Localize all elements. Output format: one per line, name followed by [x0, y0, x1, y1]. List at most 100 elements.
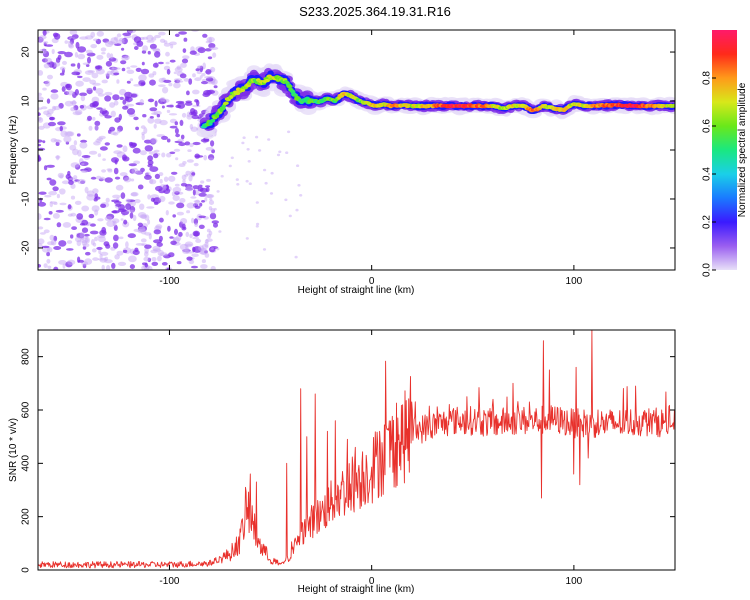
noise-speckle — [74, 200, 82, 205]
noise-speckle — [176, 65, 182, 70]
noise-speckle — [105, 60, 112, 67]
noise-speckle — [69, 30, 78, 35]
noise-speckle — [144, 244, 152, 249]
noise-speckle — [90, 31, 96, 38]
spectrogram-xtick-label: -100 — [159, 276, 179, 287]
noise-speckle — [49, 179, 57, 186]
noise-speckle — [76, 213, 84, 220]
noise-speckle — [93, 101, 99, 107]
ridge-mark — [234, 92, 241, 96]
noise-speckle — [176, 80, 184, 83]
noise-speckle — [38, 107, 43, 110]
noise-speckle — [109, 126, 116, 132]
noise-speckle — [95, 68, 105, 75]
noise-speckle — [133, 160, 141, 165]
noise-speckle — [52, 186, 59, 192]
snr-series-line — [38, 330, 675, 569]
noise-speckle — [95, 65, 101, 70]
noise-speckle — [173, 71, 177, 75]
noise-speckle — [87, 70, 96, 73]
noise-speckle — [121, 47, 125, 51]
noise-speckle — [194, 155, 204, 158]
noise-speckle — [85, 251, 91, 256]
noise-speckle — [38, 70, 44, 76]
noise-speckle — [74, 89, 79, 96]
noise-speckle — [61, 180, 70, 185]
noise-speckle — [41, 245, 50, 249]
noise-speckle — [173, 148, 181, 152]
noise-speckle — [236, 183, 240, 186]
noise-speckle — [201, 73, 206, 77]
noise-speckle — [191, 114, 200, 120]
spectrogram-ytick-label: 10 — [21, 95, 32, 107]
noise-speckle — [142, 45, 149, 52]
noise-speckle — [186, 90, 190, 96]
noise-speckle — [189, 123, 194, 130]
noise-speckle — [180, 134, 185, 140]
noise-speckle — [193, 162, 199, 167]
noise-speckle — [93, 198, 98, 202]
noise-speckle — [169, 151, 176, 155]
noise-speckle — [189, 233, 193, 239]
noise-speckle — [43, 217, 51, 221]
noise-speckle — [169, 236, 174, 239]
noise-speckle — [186, 251, 194, 254]
noise-speckle — [154, 100, 158, 107]
noise-speckle — [76, 133, 81, 137]
noise-speckle — [91, 72, 99, 79]
noise-speckle — [116, 144, 123, 148]
noise-speckle — [174, 33, 180, 37]
noise-speckle — [74, 51, 78, 58]
noise-speckle — [104, 91, 113, 96]
noise-speckle — [38, 243, 43, 248]
noise-speckle — [175, 157, 179, 161]
noise-speckle — [163, 176, 169, 182]
noise-speckle — [38, 117, 44, 123]
noise-speckle — [175, 104, 182, 109]
noise-speckle — [38, 154, 41, 162]
spectrogram-ytick-label: -10 — [21, 191, 32, 206]
noise-speckle — [146, 206, 155, 209]
noise-speckle — [94, 120, 101, 126]
noise-speckle — [48, 121, 56, 127]
noise-speckle — [187, 149, 192, 153]
noise-speckle — [114, 176, 121, 180]
snr-xtick-label: -100 — [159, 576, 179, 587]
noise-speckle — [168, 175, 176, 182]
noise-speckle — [213, 207, 217, 211]
noise-speckle — [204, 241, 209, 248]
noise-speckle — [125, 241, 129, 248]
snr-ytick-label: 200 — [21, 508, 32, 525]
noise-speckle — [270, 171, 274, 175]
noise-speckle — [77, 256, 81, 263]
ridge-mark — [223, 101, 229, 105]
noise-speckle — [165, 210, 169, 216]
noise-speckle — [122, 145, 128, 153]
noise-speckle — [186, 111, 192, 118]
noise-speckle — [178, 31, 188, 35]
colorbar-gradient — [712, 30, 737, 270]
noise-speckle — [126, 66, 131, 70]
noise-speckle — [47, 74, 53, 80]
noise-speckle — [247, 160, 251, 163]
noise-speckle — [62, 263, 66, 269]
noise-speckle — [245, 237, 249, 240]
noise-speckle — [181, 112, 187, 118]
noise-speckle — [47, 265, 52, 269]
noise-speckle — [210, 265, 216, 270]
noise-speckle — [184, 141, 191, 146]
noise-speckle — [38, 125, 45, 130]
noise-speckle — [104, 142, 111, 146]
noise-speckle — [134, 199, 141, 204]
noise-speckle — [71, 71, 81, 76]
noise-speckle — [101, 169, 107, 173]
noise-speckle — [186, 202, 196, 209]
noise-speckle — [117, 261, 127, 266]
noise-speckle — [79, 105, 85, 109]
noise-speckle — [143, 267, 149, 270]
noise-speckle — [176, 211, 184, 216]
spectrogram-xtick-label: 0 — [369, 276, 375, 287]
noise-speckle — [176, 202, 185, 209]
noise-speckle — [179, 119, 184, 126]
